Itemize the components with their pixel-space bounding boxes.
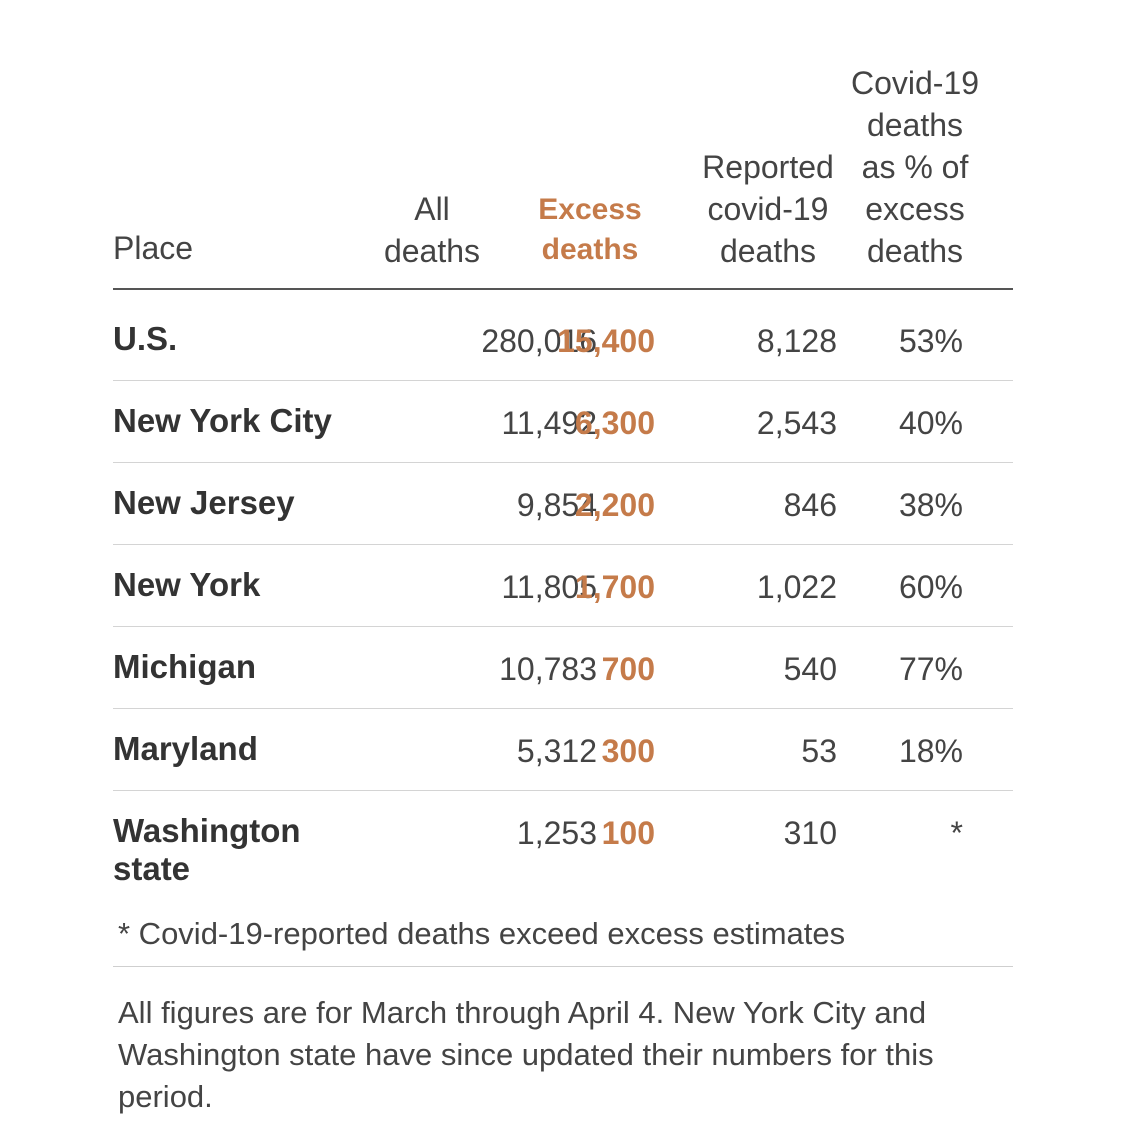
table-row: U.S. 280,016 15,400 8,128 53% (113, 316, 1013, 398)
column-header-reported-deaths: Reported covid-19 deaths (702, 149, 834, 269)
row-covid-share: 77% (898, 651, 963, 687)
row-place-name: New York City (113, 402, 332, 439)
row-excess-deaths: 700 (601, 651, 655, 687)
column-header-place: Place (113, 230, 194, 266)
column-header-excess-deaths: Excess deaths (538, 193, 642, 266)
table-row: New York City 11,492 6,300 2,543 40% (113, 398, 1013, 480)
table-row: Washington state 1,253 100 310 * (113, 808, 1013, 888)
footnote: * Covid-19-reported deaths exceed excess… (118, 916, 846, 951)
row-divider (113, 462, 1013, 463)
column-header-covid-share: Covid-19 deaths as % of excess deaths (850, 65, 980, 269)
row-reported-deaths: 53 (801, 733, 837, 769)
row-place-name: New Jersey (113, 484, 295, 521)
row-excess-deaths: 6,300 (574, 405, 655, 441)
row-place-name: Maryland (113, 730, 258, 767)
row-all-deaths: 11,805 (501, 569, 598, 605)
table-row: Maryland 5,312 300 53 18% (113, 726, 1013, 808)
row-all-deaths: 11,492 (501, 405, 598, 441)
row-covid-share: 60% (898, 569, 963, 605)
row-divider (113, 790, 1013, 791)
row-place-name: Washington state (113, 812, 301, 887)
header-rule (113, 288, 1013, 290)
table-row: New Jersey 9,854 2,200 846 38% (113, 480, 1013, 562)
row-covid-share: 40% (898, 405, 963, 441)
row-reported-deaths: 1,022 (756, 569, 837, 605)
row-reported-deaths: 2,543 (756, 405, 837, 441)
table-row: New York 11,805 1,700 1,022 60% (113, 562, 1013, 644)
row-excess-deaths: 300 (601, 733, 655, 769)
footnote-rule (113, 966, 1013, 967)
row-place-name: Michigan (113, 648, 257, 685)
row-all-deaths: 9,854 (516, 487, 597, 523)
column-header-all-deaths: All deaths (383, 191, 481, 269)
row-divider (113, 544, 1013, 545)
row-excess-deaths: 15,400 (557, 323, 655, 359)
row-reported-deaths: 8,128 (756, 323, 837, 359)
row-excess-deaths: 2,200 (574, 487, 655, 523)
row-all-deaths: 280,016 (481, 323, 597, 359)
row-divider (113, 380, 1013, 381)
row-all-deaths: 5,312 (516, 733, 597, 769)
row-covid-share: 18% (898, 733, 963, 769)
row-covid-share: 53% (898, 323, 963, 359)
row-place-name: U.S. (113, 320, 178, 357)
row-covid-share: 38% (898, 487, 963, 523)
row-place-name: New York (113, 566, 261, 603)
row-divider (113, 708, 1013, 709)
table-row: Michigan 10,783 700 540 77% (113, 644, 1013, 726)
row-all-deaths: 10,783 (499, 651, 597, 687)
row-divider (113, 626, 1013, 627)
row-excess-deaths: 100 (601, 815, 655, 851)
row-reported-deaths: 540 (783, 651, 837, 687)
row-covid-share: * (950, 815, 963, 851)
row-reported-deaths: 310 (783, 815, 837, 851)
row-reported-deaths: 846 (783, 487, 837, 523)
row-all-deaths: 1,253 (516, 815, 597, 851)
source-note: All figures are for March through April … (118, 995, 934, 1114)
row-excess-deaths: 1,700 (574, 569, 655, 605)
